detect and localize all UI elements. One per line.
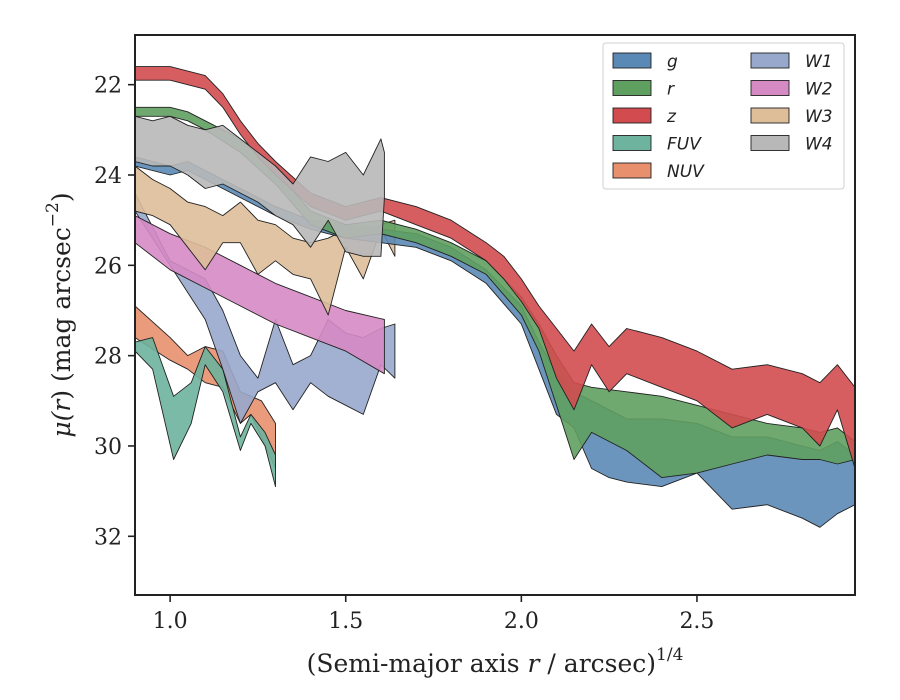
y-tick-label: 32 <box>94 525 122 550</box>
band-W3 <box>135 165 396 316</box>
x-axis-label: (Semi-major axis r / arcsec)1/4 <box>307 645 684 678</box>
legend-item-W2: W2 <box>750 80 833 100</box>
legend-swatch <box>612 80 652 96</box>
y-tick-label: 26 <box>94 254 122 279</box>
legend-swatch <box>750 107 790 124</box>
tick-layer: 1.0 1.5 2.0 2.5 22 24 26 28 30 32 <box>94 74 714 634</box>
legend-label: NUV <box>667 162 705 182</box>
x-tick-label: 2.0 <box>504 609 539 634</box>
legend: grz FUV NUV W1 W2 W3 W4 <box>602 42 845 190</box>
legend-swatch <box>750 52 790 69</box>
legend-swatch <box>750 135 790 151</box>
y-tick-label: 24 <box>94 164 122 189</box>
legend-item-g: g <box>612 52 678 72</box>
y-tick-label: 28 <box>94 345 122 370</box>
legend-item-W3: W3 <box>750 107 833 127</box>
legend-item-r: r <box>612 80 675 100</box>
x-tick-label: 2.5 <box>679 609 714 634</box>
y-tick-label: 30 <box>94 435 122 460</box>
legend-item-FUV: FUV <box>612 135 702 155</box>
legend-swatch <box>750 80 790 96</box>
x-tick-label: 1.0 <box>153 609 188 634</box>
y-tick-label: 22 <box>94 74 122 99</box>
legend-label: W2 <box>805 80 833 100</box>
band-W4 <box>135 115 385 257</box>
legend-label: g <box>667 52 678 72</box>
legend-swatch <box>612 162 652 179</box>
legend-item-z: z <box>612 107 677 127</box>
plot-frame <box>134 34 856 596</box>
band-W1 <box>135 192 396 424</box>
y-axis-label: μ(r) (mag arcsec−2) <box>43 192 76 437</box>
legend-swatch <box>612 135 652 151</box>
x-tick-label: 1.5 <box>328 609 363 634</box>
legend-label: r <box>667 80 675 100</box>
legend-label: W3 <box>805 107 833 127</box>
legend-label: z <box>666 107 677 127</box>
legend-swatch <box>612 107 652 124</box>
legend-label: W1 <box>805 52 833 72</box>
legend-item-W4: W4 <box>750 135 833 155</box>
band-FUV <box>135 337 276 488</box>
legend-item-NUV: NUV <box>612 162 705 182</box>
legend-item-W1: W1 <box>750 52 833 72</box>
legend-label: W4 <box>805 135 833 155</box>
band-layer <box>135 66 855 528</box>
legend-box <box>602 42 845 190</box>
legend-label: FUV <box>667 135 702 155</box>
legend-swatch <box>612 52 652 69</box>
